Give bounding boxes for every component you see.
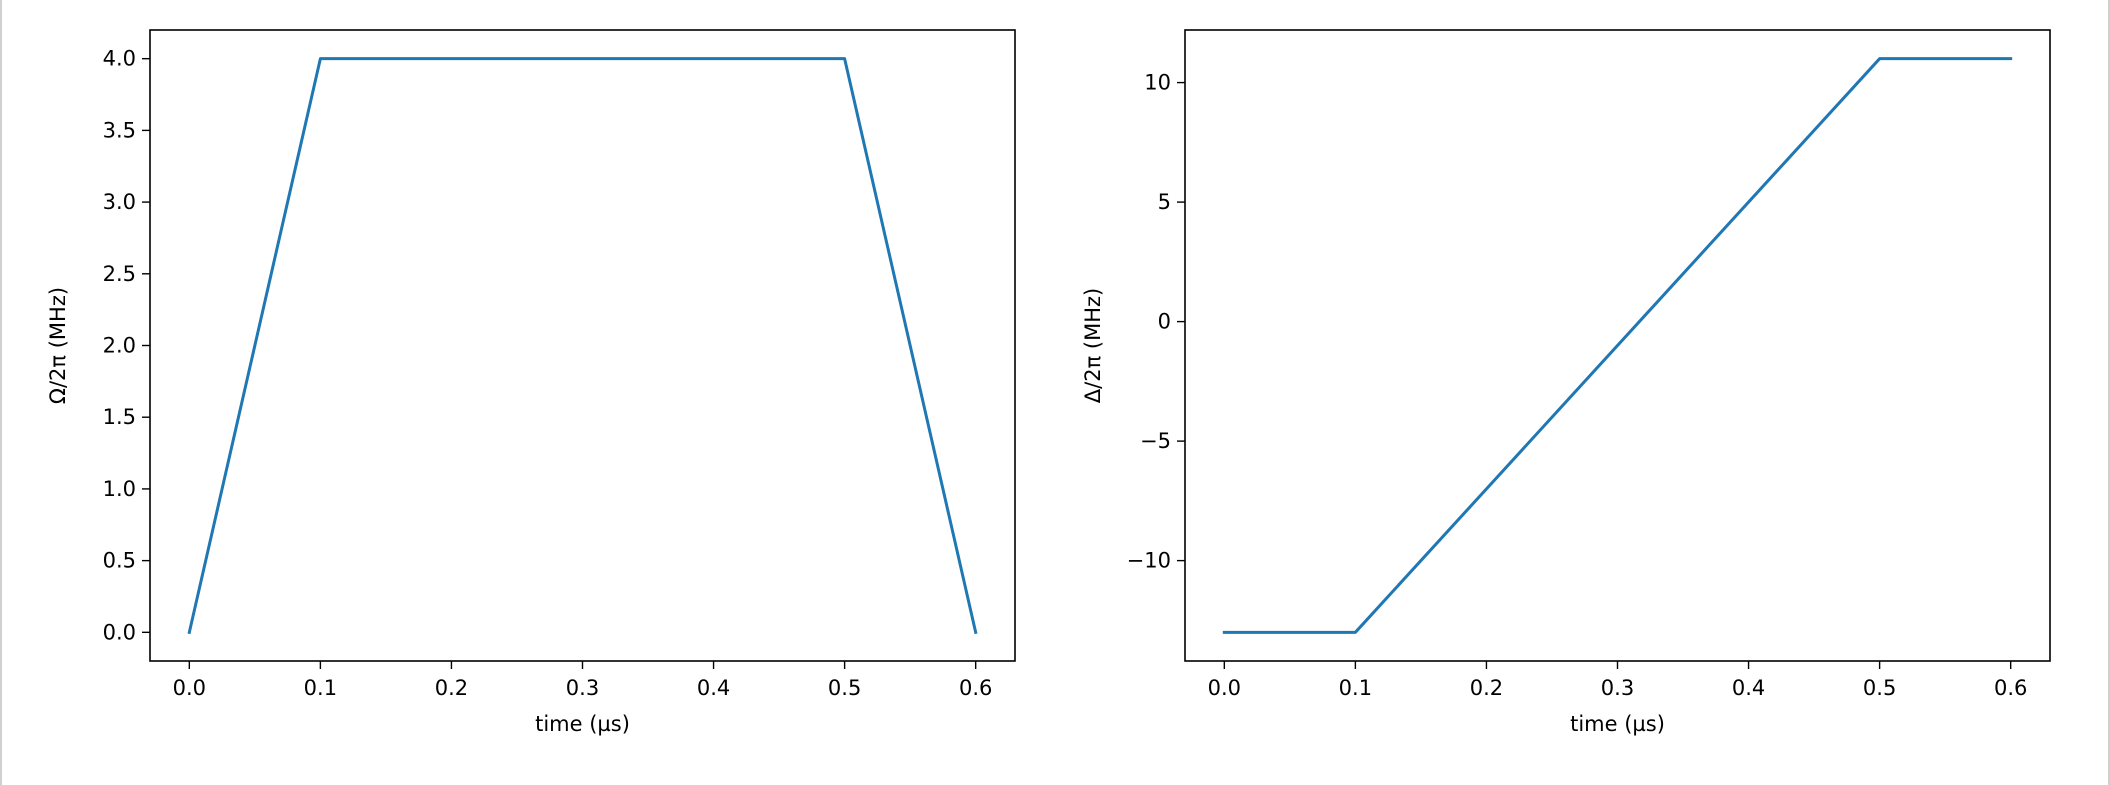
plot-frame — [149, 29, 1016, 662]
x-tick-label: 0.0 — [173, 676, 206, 700]
delta-panel: time (µs) Δ/2π (MHz) 0.0 0.1 0.2 0.3 0.4 0.5 0… — [1081, 29, 2051, 736]
series-line-0 — [1222, 57, 2013, 634]
x-tick-label: 0.3 — [566, 676, 599, 700]
x-tick-label: 0.4 — [697, 676, 730, 700]
x-tick-label: 0.6 — [959, 676, 992, 700]
x-tick-label: 0.0 — [1208, 676, 1241, 700]
x-axis-label: time (µs) — [535, 712, 630, 736]
y-axis-label: Ω/2π (MHz) — [46, 287, 70, 404]
y-tick-label: 1.0 — [103, 477, 136, 501]
x-axis-label: time (µs) — [1570, 712, 1665, 736]
y-tick-label: 2.0 — [103, 334, 136, 358]
y-tick-label: 3.0 — [103, 190, 136, 214]
y-tick-label: 3.5 — [103, 118, 136, 142]
x-tick-label: 0.1 — [1339, 676, 1372, 700]
x-tick-label: 0.3 — [1601, 676, 1634, 700]
x-tick-label: 0.2 — [435, 676, 468, 700]
omega-panel: time (µs) Ω/2π (MHz) 0.0 0.1 0.2 0.3 0.4 0.5 0… — [46, 29, 1016, 736]
y-tick-label: 4.0 — [103, 47, 136, 71]
x-tick-label: 0.4 — [1732, 676, 1765, 700]
y-tick-label: −10 — [1127, 549, 1171, 573]
y-tick-label: 10 — [1144, 71, 1171, 95]
y-tick-label: 2.5 — [103, 262, 136, 286]
x-tick-label: 0.5 — [1863, 676, 1896, 700]
series-line-0 — [187, 57, 978, 635]
y-tick-label: −5 — [1140, 429, 1171, 453]
y-tick-label: 5 — [1158, 190, 1171, 214]
y-axis-label: Δ/2π (MHz) — [1081, 288, 1105, 403]
y-tick-label: 0.5 — [103, 549, 136, 573]
x-tick-label: 0.1 — [304, 676, 337, 700]
x-tick-label: 0.5 — [828, 676, 861, 700]
y-tick-label: 1.5 — [103, 405, 136, 429]
y-tick-label: 0.0 — [103, 620, 136, 644]
y-tick-label: 0 — [1158, 310, 1171, 334]
x-tick-label: 0.6 — [1994, 676, 2027, 700]
x-tick-label: 0.2 — [1470, 676, 1503, 700]
